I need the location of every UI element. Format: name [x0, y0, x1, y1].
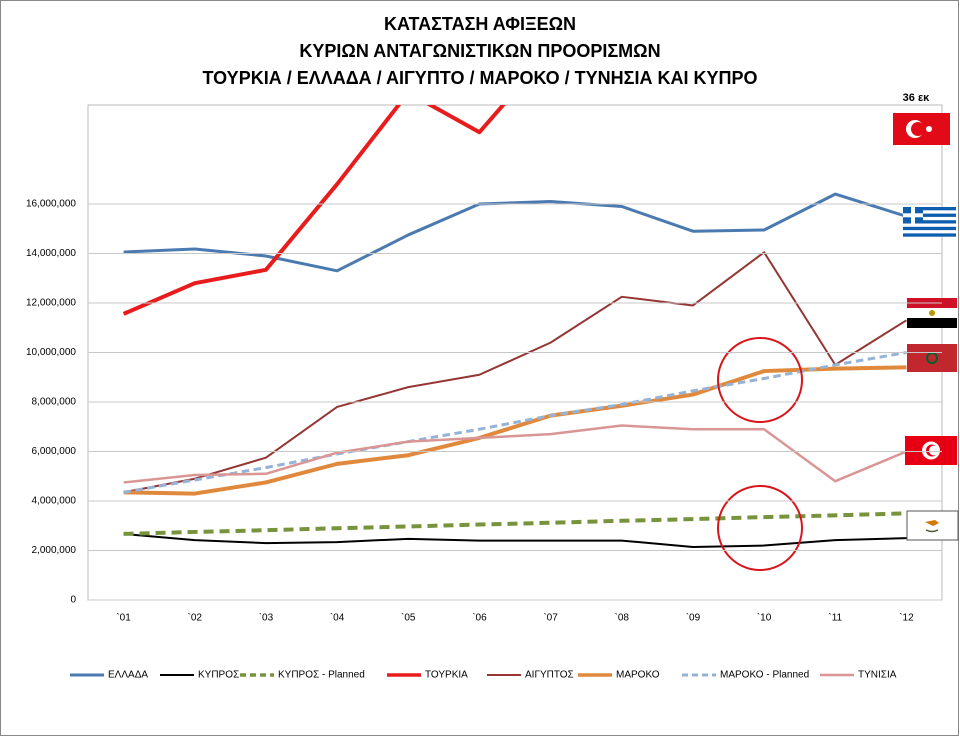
- y-tick-label: 0: [70, 595, 76, 606]
- y-tick-label: 14,000,000: [26, 248, 76, 259]
- x-tick-label: `04: [330, 612, 345, 624]
- x-tick-label: `10: [757, 612, 772, 624]
- x-tick-label: `09: [686, 612, 701, 624]
- flag-turkey: [893, 113, 950, 145]
- y-tick-label: 8,000,000: [32, 397, 77, 408]
- y-tick-label: 4,000,000: [32, 496, 77, 507]
- x-tick-label: `06: [472, 612, 487, 624]
- x-tick-label: `07: [543, 612, 558, 624]
- x-tick-label: `08: [615, 612, 630, 624]
- highlight-circle: [717, 485, 803, 571]
- legend-label: ΜΑΡΟΚΟ - Planned: [720, 670, 809, 681]
- y-tick-label: 6,000,000: [32, 446, 77, 457]
- plot-lines: [122, 105, 907, 549]
- legend-label: ΚΥΠΡΟΣ: [198, 670, 239, 681]
- y-tick-label: 10,000,000: [26, 347, 76, 358]
- x-tick-label: `03: [259, 612, 274, 624]
- series-line: [123, 424, 907, 484]
- legend-label: ΤΟΥΡΚΙΑ: [425, 670, 468, 681]
- flag-tunisia: [905, 436, 957, 465]
- series-line: [123, 511, 907, 536]
- legend-label: ΕΛΛΑΔΑ: [108, 670, 148, 681]
- series-line: [123, 365, 907, 496]
- series-line: [122, 105, 506, 316]
- y-tick-label: 16,000,000: [26, 199, 76, 210]
- y-tick-label: 2,000,000: [32, 545, 77, 556]
- x-tick-label: `12: [899, 612, 914, 624]
- chart-title: ΤΟΥΡΚΙΑ / ΕΛΛΑΔΑ / ΑΙΓΥΠΤΟ / ΜΑΡΟΚΟ / ΤΥ…: [203, 68, 758, 88]
- flag-morocco: [907, 344, 957, 372]
- x-tick-label: `02: [188, 612, 203, 624]
- flag-greece: [903, 207, 956, 237]
- legend-label: ΑΙΓΥΠΤΟΣ: [525, 670, 574, 681]
- series-line: [123, 351, 907, 494]
- annotation: 36 εκ: [903, 92, 931, 104]
- highlight-circle: [717, 337, 803, 423]
- chart-title: ΚΑΤΑΣΤΑΣΗ ΑΦΙΞΕΩΝ: [384, 14, 576, 34]
- x-tick-label: `01: [116, 612, 131, 624]
- chart-title: ΚΥΡΙΩΝ ΑΝΤΑΓΩΝΙΣΤΙΚΩΝ ΠΡΟΟΡΙΣΜΩΝ: [299, 41, 660, 61]
- flag-cyprus: [906, 510, 959, 541]
- x-tick-label: `05: [401, 612, 416, 624]
- series-line: [123, 251, 907, 494]
- legend-label: ΤΥΝΙΣΙΑ: [858, 670, 897, 681]
- legend-label: ΜΑΡΟΚΟ: [616, 670, 660, 681]
- legend-label: ΚΥΠΡΟΣ - Planned: [278, 670, 365, 681]
- series-line: [123, 192, 907, 273]
- x-tick-label: `11: [828, 612, 842, 624]
- series-line: [123, 532, 907, 549]
- y-tick-label: 12,000,000: [26, 298, 76, 309]
